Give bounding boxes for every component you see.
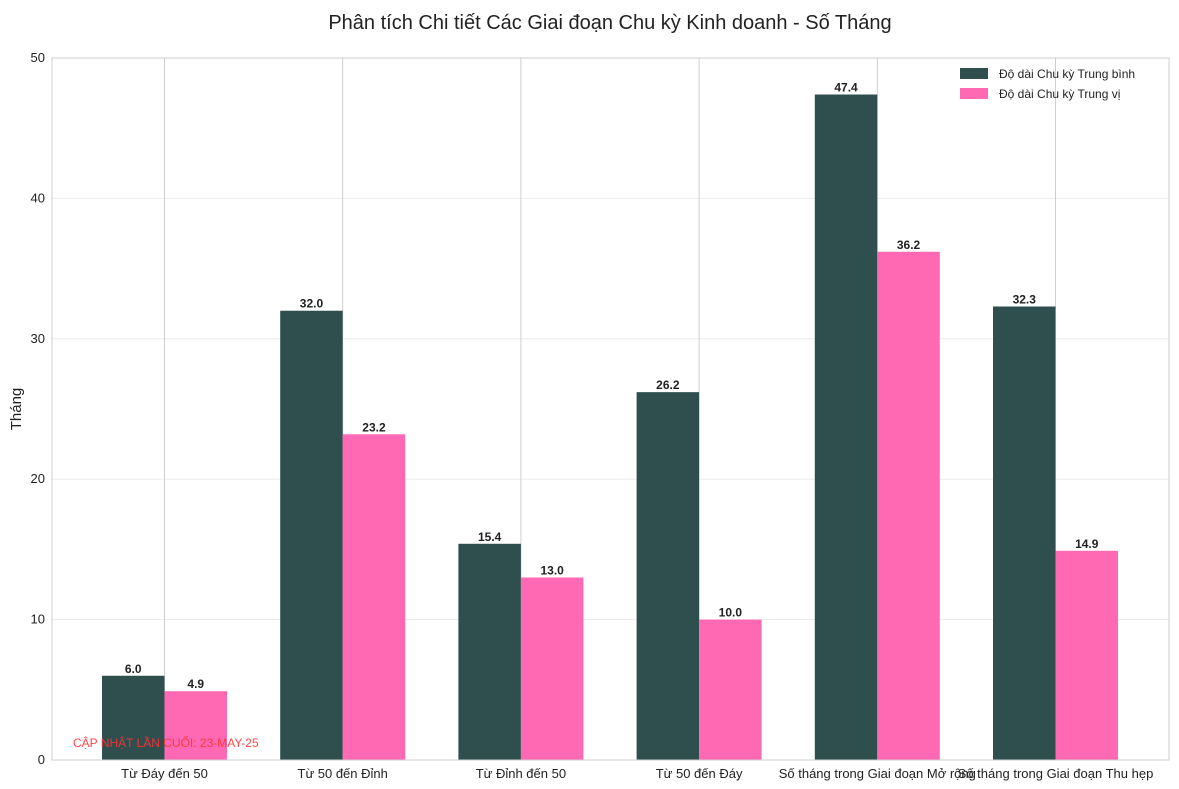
data-label: 10.0 — [719, 606, 743, 620]
bar — [342, 434, 406, 760]
legend: Độ dài Chu kỳ Trung bình Độ dài Chu kỳ Tr… — [960, 67, 1135, 101]
bar — [458, 543, 521, 760]
bar — [280, 310, 343, 760]
y-tick-label: 20 — [31, 471, 45, 486]
y-axis-label: Tháng — [8, 388, 25, 431]
bar — [164, 691, 227, 760]
bar — [102, 675, 165, 760]
y-tick-label: 30 — [31, 331, 45, 346]
data-label: 32.3 — [1013, 293, 1037, 307]
y-tick-label: 50 — [31, 50, 45, 65]
x-tick-label: Số tháng trong Giai đoạn Thu hẹp — [958, 766, 1154, 781]
data-label: 14.9 — [1075, 537, 1099, 551]
data-label: 36.2 — [897, 238, 921, 252]
data-label: 47.4 — [834, 81, 858, 95]
x-tick-label: Số tháng trong Giai đoạn Mở rộng — [779, 766, 976, 781]
legend-label: Độ dài Chu kỳ Trung bình — [999, 67, 1135, 81]
data-label: 13.0 — [540, 563, 564, 577]
axis-ticks: 0 10 20 30 40 50 Từ Đáy đến 50 Từ 50 đến Đỉnh Từ… — [31, 50, 1154, 781]
bar — [877, 251, 940, 760]
last-updated-note: CẬP NHẬT LẦN CUỐI: 23-MAY-25 — [73, 735, 259, 750]
x-tick-label: Từ 50 đến Đỉnh — [298, 766, 388, 781]
bar — [636, 392, 700, 760]
bar — [993, 306, 1056, 760]
plot-frame — [51, 57, 1170, 761]
bar — [699, 619, 762, 760]
bar — [520, 577, 584, 760]
bar — [814, 94, 878, 760]
x-tick-label: Từ 50 đến Đáy — [656, 766, 743, 781]
data-label: 23.2 — [362, 420, 386, 434]
y-tick-label: 0 — [38, 752, 45, 767]
x-tick-label: Từ Đáy đến 50 — [121, 766, 208, 781]
data-label: 6.0 — [125, 662, 142, 676]
data-label: 4.9 — [187, 677, 204, 691]
x-tick-label: Từ Đỉnh đến 50 — [476, 766, 566, 781]
data-labels: 6.0 32.0 15.4 26.2 47.4 32.3 4.9 23.2 13.0 10.0 36… — [125, 81, 1099, 692]
data-label: 15.4 — [478, 530, 502, 544]
chart-title: Phân tích Chi tiết Các Giai đoạn Chu kỳ … — [328, 12, 891, 34]
bars — [102, 94, 1118, 760]
data-label: 32.0 — [300, 297, 324, 311]
y-tick-label: 40 — [31, 190, 45, 205]
bar — [1055, 550, 1118, 760]
y-tick-label: 10 — [31, 612, 45, 627]
data-label: 26.2 — [656, 378, 680, 392]
legend-swatch — [960, 68, 988, 79]
legend-label: Độ dài Chu kỳ Trung vị — [999, 87, 1120, 101]
legend-swatch — [960, 88, 988, 99]
